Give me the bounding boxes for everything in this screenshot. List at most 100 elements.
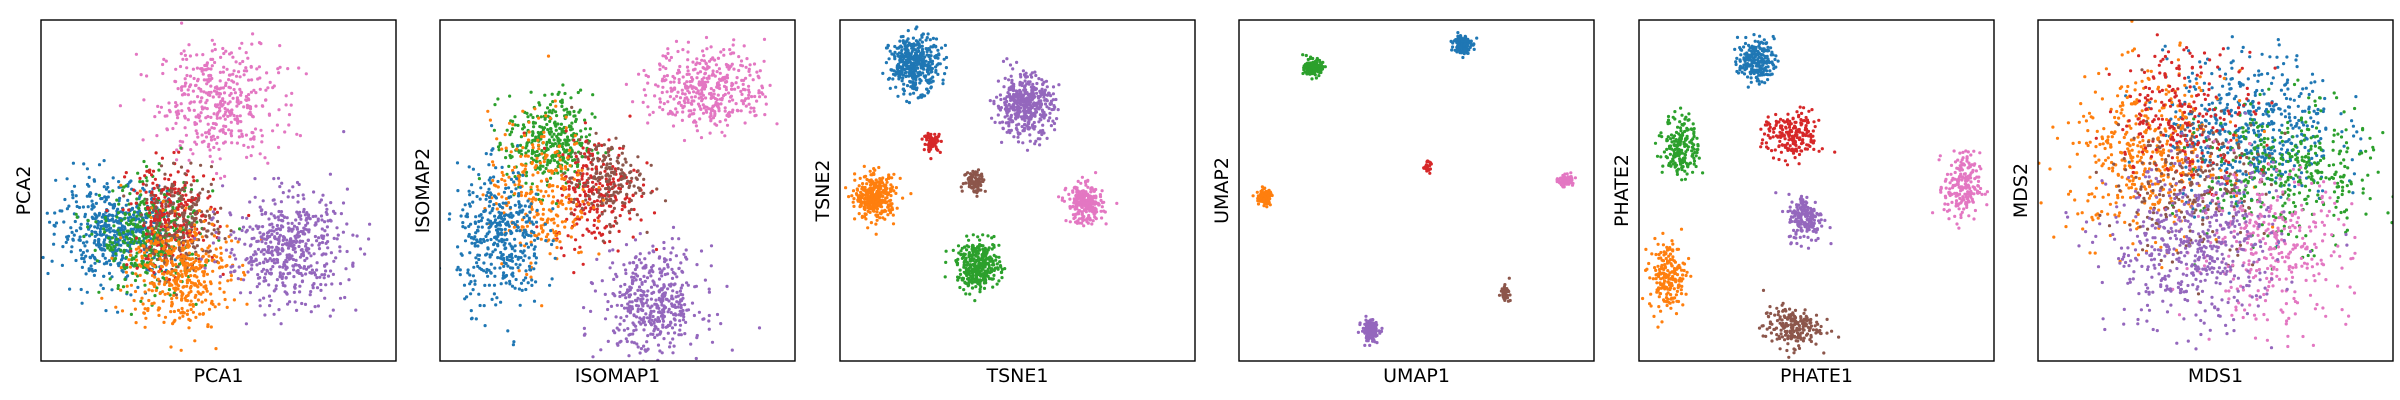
scatter-point (608, 162, 613, 166)
scatter-point (521, 233, 525, 237)
scatter-point (509, 266, 513, 270)
scatter-point (247, 112, 251, 116)
scatter-point (537, 134, 541, 138)
scatter-point (180, 205, 184, 209)
scatter-point (539, 237, 543, 241)
scatter-point (752, 62, 757, 66)
scatter-point (519, 281, 524, 285)
scatter-point (707, 92, 712, 96)
scatter-point (544, 190, 548, 194)
scatter-point (624, 243, 629, 247)
scatter-point (312, 271, 316, 275)
scatter-point (176, 170, 180, 174)
scatter-point (490, 148, 494, 152)
scatter-point (190, 257, 195, 261)
scatter-point (567, 200, 571, 205)
scatter-point (216, 112, 220, 116)
scatter-point (609, 170, 614, 175)
scatter-point (140, 256, 144, 260)
scatter-point (667, 307, 671, 311)
scatter-point (675, 110, 679, 114)
scatter-point (144, 270, 148, 274)
scatter-point (143, 283, 147, 287)
scatter-point (562, 254, 566, 258)
scatter-point (532, 247, 536, 251)
scatter-point (134, 321, 138, 325)
scatter-point (41, 255, 45, 260)
scatter-point (279, 210, 284, 214)
scatter-point (169, 272, 173, 276)
scatter-point (574, 117, 578, 121)
scatter-point (714, 100, 718, 105)
scatter-point (677, 333, 681, 337)
scatter-point (275, 278, 279, 282)
scatter-point (69, 250, 73, 254)
scatter-point (173, 278, 177, 282)
scatter-point (179, 311, 183, 315)
scatter-point (221, 272, 225, 276)
scatter-point (671, 124, 676, 128)
scatter-point (580, 215, 584, 219)
scatter-point (54, 221, 59, 225)
scatter-point (54, 178, 58, 182)
scatter-point (719, 50, 723, 54)
scatter-point (320, 253, 324, 257)
scatter-point (600, 202, 604, 206)
scatter-point (586, 141, 590, 145)
scatter-point (525, 272, 529, 277)
scatter-point (633, 267, 638, 272)
scatter-point (755, 99, 759, 103)
scatter-point (157, 168, 161, 172)
scatter-point (311, 214, 315, 219)
scatter-point (534, 220, 539, 224)
scatter-point (544, 239, 548, 243)
scatter-point (643, 257, 647, 261)
scatter-point (578, 245, 582, 249)
scatter-point (174, 231, 178, 235)
scatter-point (178, 139, 182, 143)
scatter-point (493, 248, 497, 252)
scatter-point (208, 154, 212, 158)
scatter-point (163, 114, 167, 118)
scatter-point (552, 221, 556, 225)
scatter-point (690, 301, 695, 305)
scatter-point (527, 120, 531, 124)
scatter-point (730, 348, 734, 352)
scatter-point (512, 225, 517, 229)
scatter-point (182, 223, 186, 227)
scatter-point (105, 182, 109, 186)
scatter-point (123, 175, 127, 179)
scatter-point (200, 247, 204, 251)
scatter-point (171, 201, 176, 205)
scatter-point (553, 256, 557, 260)
scatter-point (90, 199, 94, 203)
scatter-point (153, 177, 157, 181)
scatter-point (232, 253, 236, 257)
scatter-point (114, 305, 118, 309)
scatter-point (554, 154, 558, 158)
scatter-point (281, 281, 285, 285)
scatter-point (673, 318, 677, 322)
scatter-point (154, 151, 158, 155)
scatter-point (163, 315, 168, 319)
scatter-point (503, 133, 507, 137)
scatter-point (242, 69, 246, 73)
scatter-point (735, 76, 739, 80)
scatter-point (110, 217, 115, 221)
scatter-point (609, 204, 613, 208)
scatter-point (197, 116, 201, 120)
scatter-point (149, 193, 153, 197)
scatter-point (122, 225, 126, 229)
panel-pca: PCA1 PCA2 (13, 19, 397, 387)
scatter-point (187, 326, 191, 330)
scatter-point (183, 84, 187, 88)
scatter-point (221, 46, 225, 51)
scatter-point (224, 83, 228, 88)
scatter-point (455, 268, 459, 272)
scatter-point (703, 278, 708, 282)
scatter-point (223, 106, 227, 111)
scatter-point (581, 164, 586, 168)
scatter-point (218, 116, 222, 120)
scatter-point (137, 250, 141, 254)
scatter-point (685, 80, 689, 84)
